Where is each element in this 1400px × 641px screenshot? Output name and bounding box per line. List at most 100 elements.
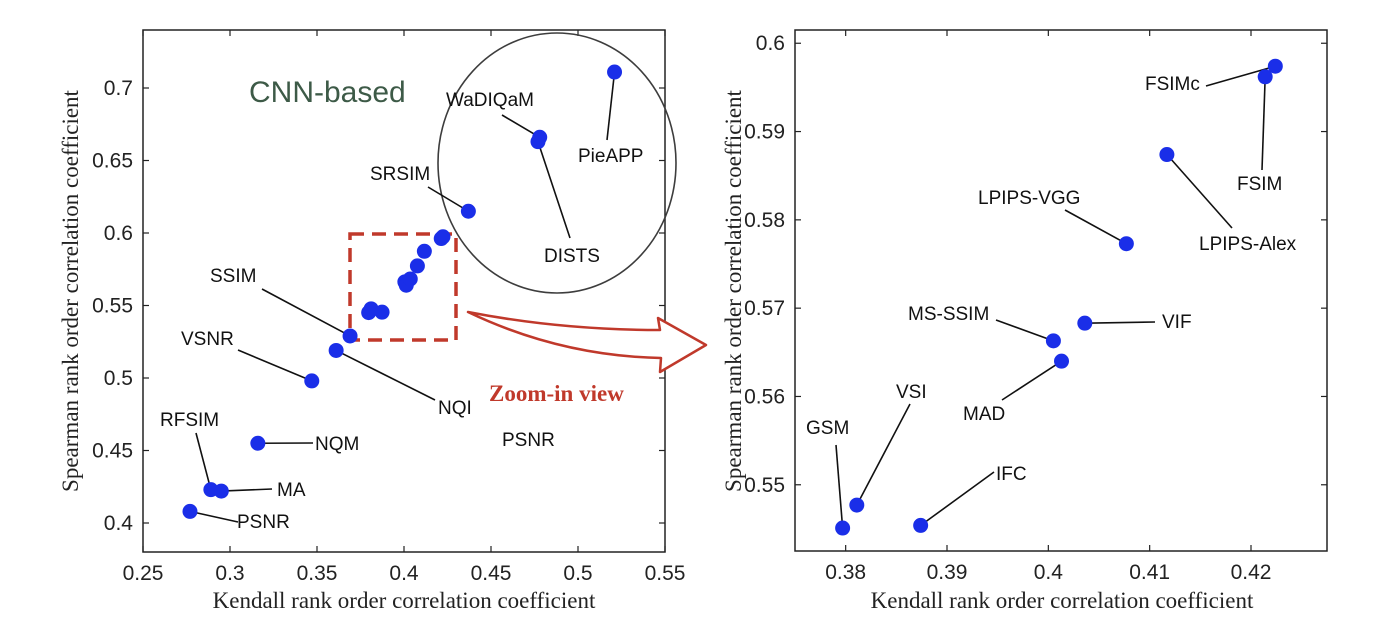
overview-leader-lines xyxy=(189,71,616,523)
label-srsim: SRSIM xyxy=(370,164,430,185)
overview-point-labels: PieAPP WaDIQaM DISTS SRSIM SSIM NQI VSNR NQM RFS… xyxy=(160,90,643,533)
point-ms-ssim xyxy=(1045,333,1061,349)
label-gsm: GSM xyxy=(806,418,849,439)
point-cluster xyxy=(402,271,418,287)
zoom-x-tick-label: 0.42 xyxy=(1231,561,1272,584)
zoom-plot-frame xyxy=(794,29,1328,552)
leader-psnr xyxy=(189,510,239,523)
zoom-y-tick-label: 0.58 xyxy=(744,209,785,232)
overview-y-tick-label: 0.6 xyxy=(104,222,133,245)
overview-points xyxy=(182,64,623,519)
overview-ticks: 0.25 0.3 0.35 0.4 0.45 0.5 0.55 0.4 0.45 0.5 0.55 0… xyxy=(92,30,685,585)
point-ifc xyxy=(913,517,929,533)
overview-y-tick-label: 0.65 xyxy=(92,150,133,173)
point-lpips-alex xyxy=(1159,147,1175,163)
zoom-region-box xyxy=(348,232,458,342)
overview-x-tick-label: 0.4 xyxy=(389,562,419,585)
label-ms-ssim: MS-SSIM xyxy=(908,304,989,325)
zoom-x-axis-label: Kendall rank order correlation coefficie… xyxy=(871,588,1254,613)
point-mad xyxy=(1054,353,1070,369)
label-mad: MAD xyxy=(963,404,1005,425)
label-ifc: IFC xyxy=(996,464,1027,485)
zoom-y-tick-label: 0.56 xyxy=(744,385,785,408)
zoom-x-tick-label: 0.38 xyxy=(825,561,866,584)
point-ssim xyxy=(342,328,358,344)
overview-y-tick-label: 0.4 xyxy=(104,512,134,535)
zoom-x-tick-label: 0.39 xyxy=(927,561,968,584)
overview-x-tick-label: 0.55 xyxy=(645,562,686,585)
leader-ssim xyxy=(261,288,351,337)
leader-fsim xyxy=(1261,76,1266,171)
overview-chart: 0.25 0.3 0.35 0.4 0.45 0.5 0.55 0.4 0.45 0.5 0.55 0… xyxy=(58,29,685,613)
point-fsimc xyxy=(1267,58,1283,74)
point-vsnr xyxy=(304,373,320,389)
zoom-arrow: Zoom-in view xyxy=(466,310,708,406)
point-cluster xyxy=(374,304,390,320)
label-lpips-vgg: LPIPS-VGG xyxy=(978,188,1080,209)
overview-x-tick-label: 0.25 xyxy=(123,562,164,585)
zoom-ticks: 0.38 0.39 0.4 0.41 0.42 0.55 0.56 0.57 0.58 0.59 0… xyxy=(744,30,1327,584)
point-nqm xyxy=(250,435,266,451)
label-vif: VIF xyxy=(1162,312,1192,333)
overview-x-tick-label: 0.5 xyxy=(563,562,592,585)
point-cluster xyxy=(409,258,425,274)
label-wadiqam: WaDIQaM xyxy=(446,90,534,111)
overview-y-axis-label: Spearman rank order correlation coeffici… xyxy=(58,89,83,491)
zoom-points xyxy=(835,58,1283,536)
zoom-y-axis-label: Spearman rank order correlation coeffici… xyxy=(721,89,746,491)
leader-gsm xyxy=(835,444,844,529)
label-fsim: FSIM xyxy=(1237,174,1282,195)
leader-vsi xyxy=(856,403,911,506)
point-dists xyxy=(530,134,546,150)
point-lpips-vgg xyxy=(1118,236,1134,252)
overview-x-axis-label: Kendall rank order correlation coefficie… xyxy=(213,588,596,613)
zoom-y-tick-label: 0.59 xyxy=(744,121,785,144)
leader-mad xyxy=(1001,360,1062,401)
point-cluster xyxy=(435,229,451,245)
label-ssim: SSIM xyxy=(210,266,256,287)
leader-rfsim xyxy=(195,432,212,490)
overview-x-tick-label: 0.3 xyxy=(215,562,244,585)
label-pieapp: PieAPP xyxy=(578,146,643,167)
zoom-x-tick-label: 0.4 xyxy=(1034,561,1064,584)
leader-pieapp xyxy=(606,71,616,141)
leader-vif xyxy=(1084,321,1156,324)
point-vif xyxy=(1077,315,1093,331)
leader-nqi xyxy=(335,349,436,401)
overview-y-tick-label: 0.7 xyxy=(104,77,133,100)
leader-ifc xyxy=(920,471,995,527)
point-pieapp xyxy=(607,64,623,80)
point-gsm xyxy=(835,520,851,536)
point-vsi xyxy=(849,497,865,513)
label-nqm: NQM xyxy=(315,434,359,455)
point-srsim xyxy=(460,203,476,219)
overview-y-tick-label: 0.45 xyxy=(92,440,133,463)
leader-lpips-alex xyxy=(1166,153,1233,229)
leader-lpips-vgg xyxy=(1064,209,1127,245)
label-ma: MA xyxy=(277,480,306,501)
label-fsimc: FSIMc xyxy=(1145,74,1200,95)
overview-y-tick-label: 0.55 xyxy=(92,295,133,318)
zoom-x-tick-label: 0.41 xyxy=(1129,561,1170,584)
label-lpips-alex: LPIPS-Alex xyxy=(1199,234,1297,255)
point-fsim xyxy=(1257,69,1273,85)
label-nqi: NQI xyxy=(438,398,472,419)
zoom-point-labels: FSIMc FSIM LPIPS-Alex LPIPS-VGG VIF MS-SSIM MA… xyxy=(806,74,1297,485)
point-psnr xyxy=(182,503,198,519)
zoom-y-tick-label: 0.57 xyxy=(744,297,785,320)
zoom-in-label: Zoom-in view xyxy=(489,381,624,406)
label-rfsim: RFSIM xyxy=(160,410,219,431)
point-cluster xyxy=(416,243,432,259)
leader-vsnr xyxy=(237,349,313,382)
zoom-y-tick-label: 0.55 xyxy=(744,474,785,497)
cnn-group-ellipse xyxy=(437,32,677,294)
leader-ms-ssim xyxy=(995,319,1054,342)
label-vsnr: VSNR xyxy=(181,329,234,350)
label-vsi: VSI xyxy=(896,382,927,403)
label-dists: DISTS xyxy=(544,246,600,267)
overview-x-tick-label: 0.35 xyxy=(297,562,338,585)
leader-ma xyxy=(221,488,273,492)
leader-dists xyxy=(537,141,571,239)
cnn-group-label: CNN-based xyxy=(249,76,406,109)
